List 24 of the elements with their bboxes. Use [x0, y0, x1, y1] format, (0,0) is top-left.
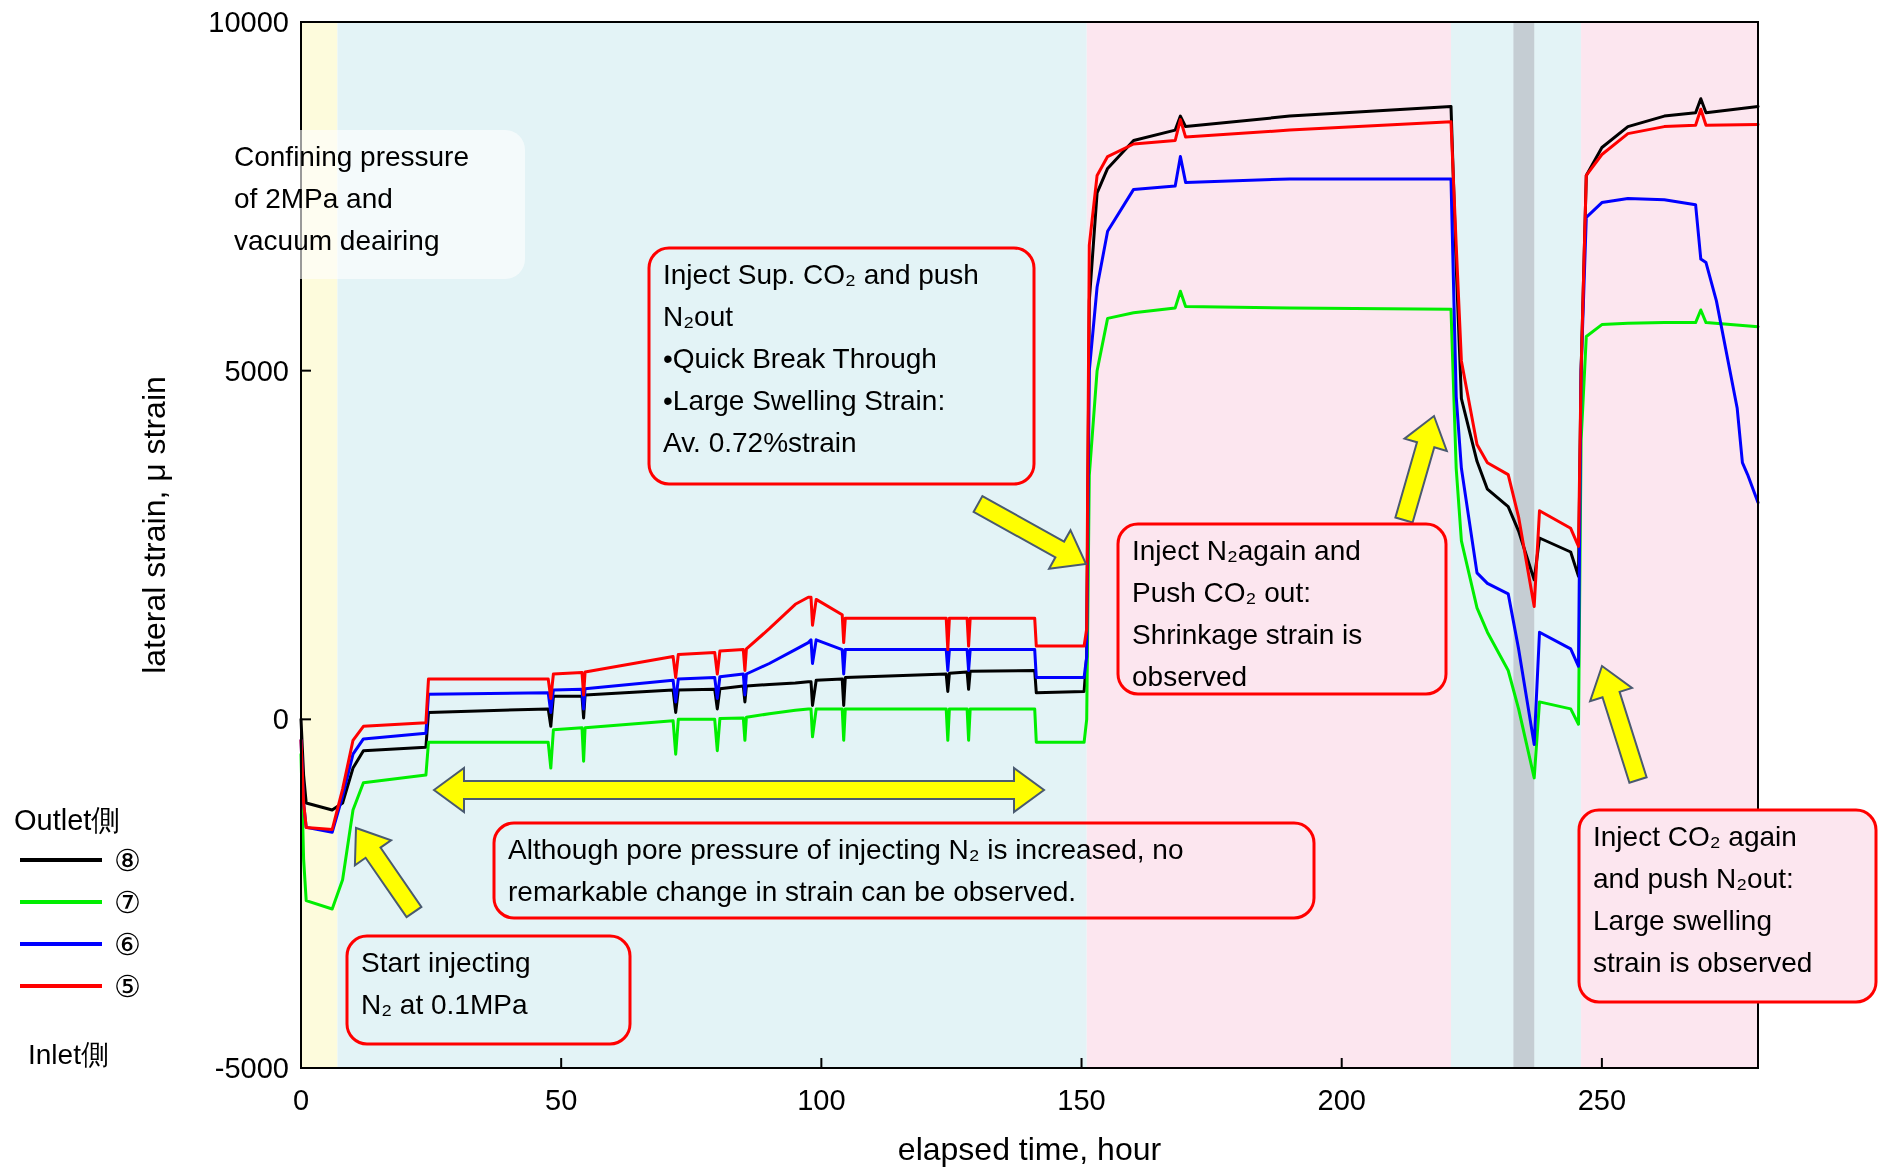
legend-label: ⑦: [114, 886, 141, 919]
legend-label: ⑧: [114, 844, 141, 877]
x-tick-label: 200: [1317, 1084, 1366, 1116]
y-tick-label: -5000: [214, 1052, 289, 1084]
x-tick-label: 250: [1577, 1084, 1627, 1116]
annotation: Inject Sup. CO₂ and push N₂out •Quick Break Through •Large Swelling Strain: Av. 0.72%strain: [663, 259, 979, 458]
y-axis-title: lateral strain, μ strain: [136, 376, 172, 674]
y-tick-label: 10000: [208, 6, 289, 38]
x-tick-label: 0: [292, 1084, 310, 1116]
legend-label: ⑥: [114, 928, 141, 961]
annotation: Although pore pressure of injecting N₂ is increased, no remarkable change in strain can be observed.: [508, 834, 1184, 907]
legend-label: ⑤: [114, 970, 141, 1003]
annotation: Inject CO₂ again and push N₂out: Large swelling strain is observed: [1593, 821, 1813, 978]
x-tick-label: 150: [1057, 1084, 1106, 1116]
text: Inlet側: [28, 1039, 109, 1070]
y-tick-label: 5000: [224, 354, 289, 387]
annotation: Inject N₂again and Push CO₂ out: Shrinkage strain is observed: [1132, 535, 1363, 692]
y-tick-label: 0: [272, 703, 289, 736]
x-axis-title: elapsed time, hour: [897, 1131, 1162, 1167]
legend-title: Outlet側: [14, 804, 121, 836]
annotation: Confining pressure of 2MPa and vacuum deairing: [234, 141, 470, 256]
x-tick-label: 50: [545, 1084, 578, 1116]
annotation: Start injecting N₂ at 0.1MPa: [361, 947, 531, 1020]
x-tick-label: 100: [797, 1084, 846, 1116]
